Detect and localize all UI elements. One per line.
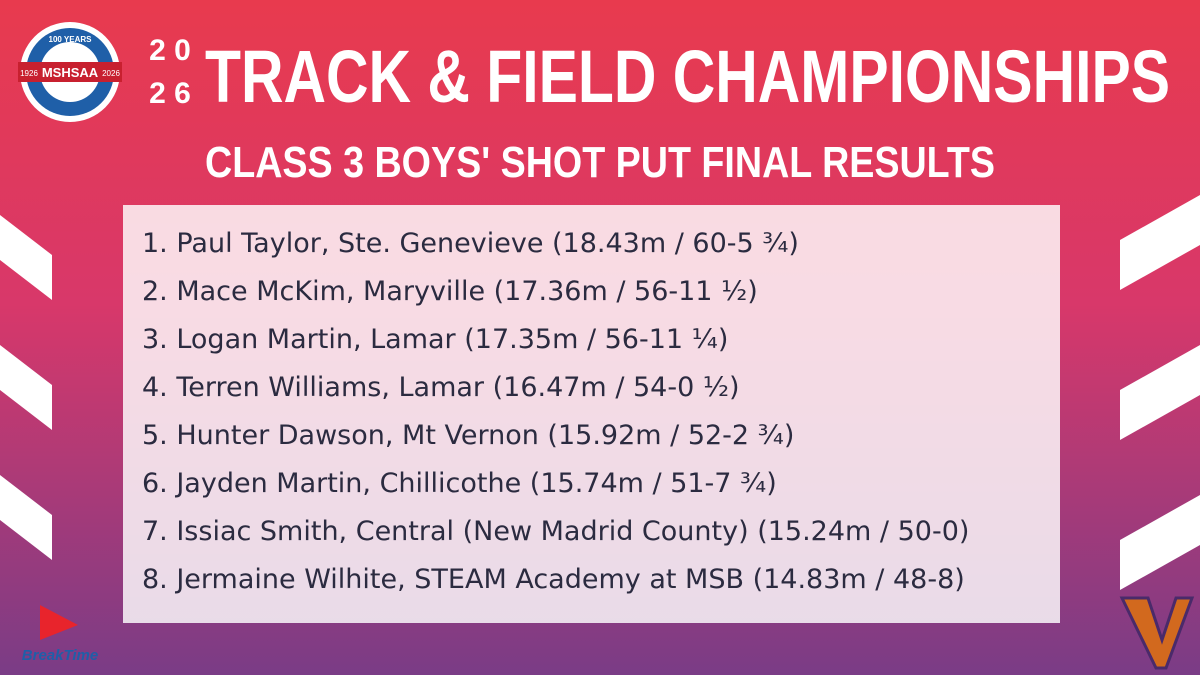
result-line: 6. Jayden Martin, Chillicothe (15.74m / … <box>142 468 777 499</box>
result-line: 4. Terren Williams, Lamar (16.47m / 54-0… <box>142 372 740 403</box>
logo-name: MSHSAA <box>42 65 99 80</box>
result-line: 3. Logan Martin, Lamar (17.35m / 56-11 ¼… <box>142 324 728 355</box>
year-bottom: 2 6 <box>149 77 191 110</box>
sponsor-logo: BreakTime <box>22 605 98 664</box>
results-list: 1. Paul Taylor, Ste. Genevieve (18.43m /… <box>142 228 969 595</box>
title: TRACK & FIELD CHAMPIONSHIPS <box>205 35 1170 118</box>
results-panel <box>123 205 1060 623</box>
logo-end-year: 2026 <box>102 69 120 78</box>
sponsor: BreakTime <box>22 647 98 664</box>
subtitle: CLASS 3 BOYS' SHOT PUT FINAL RESULTS <box>205 138 995 187</box>
result-line: 2. Mace McKim, Maryville (17.36m / 56-11… <box>142 276 758 307</box>
year-top: 2 0 <box>149 34 191 67</box>
result-line: 1. Paul Taylor, Ste. Genevieve (18.43m /… <box>142 228 799 259</box>
team-logo <box>1119 596 1195 670</box>
result-line: 5. Hunter Dawson, Mt Vernon (15.92m / 52… <box>142 420 794 451</box>
result-line: 8. Jermaine Wilhite, STEAM Academy at MS… <box>142 564 965 595</box>
stripes-left <box>0 215 52 560</box>
logo-start-year: 1926 <box>20 69 38 78</box>
stripes-right <box>1120 195 1200 590</box>
result-line: 7. Issiac Smith, Central (New Madrid Cou… <box>142 516 969 547</box>
mshsaa-logo: 100 YEARS MSHSAA 1926 2026 <box>18 22 122 122</box>
logo-badge: 100 YEARS <box>49 35 93 44</box>
